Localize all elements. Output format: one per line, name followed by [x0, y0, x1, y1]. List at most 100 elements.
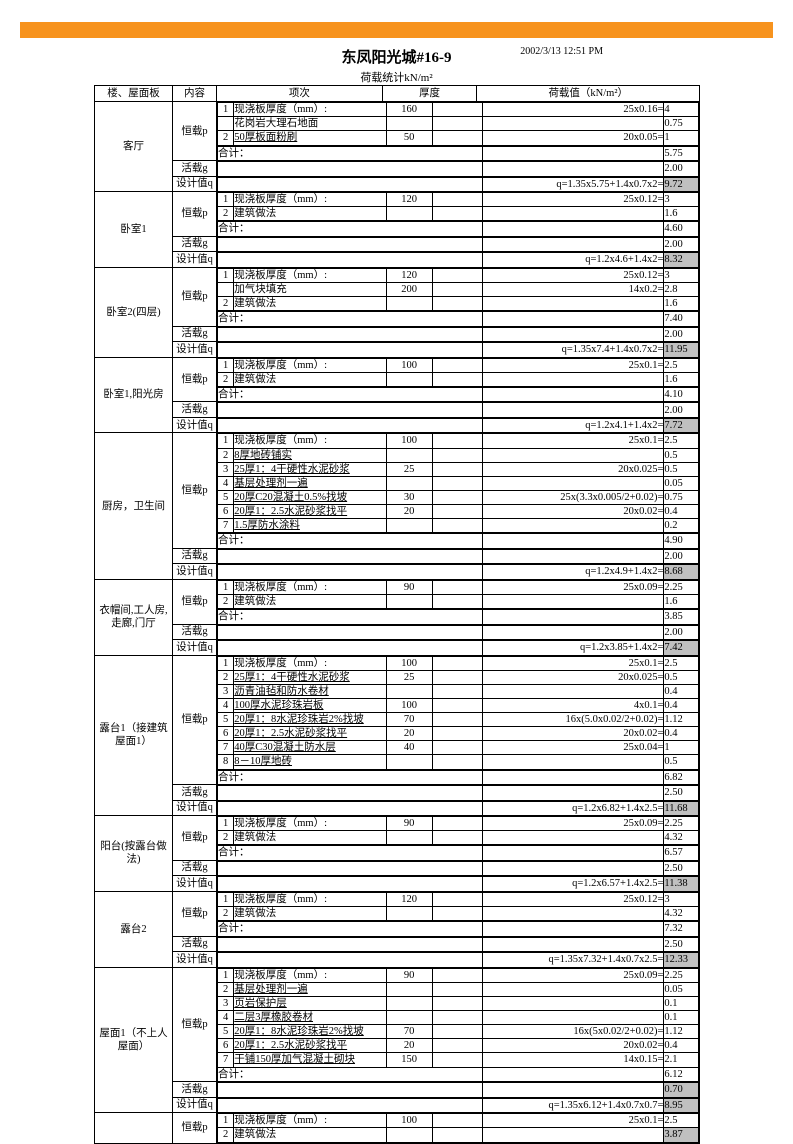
hdr-load: 荷载值（kN/m²）	[477, 86, 699, 101]
cat-heng: 恒载p	[173, 192, 217, 237]
cell	[432, 996, 483, 1010]
line-value: 8.32	[664, 253, 699, 267]
cell: 40厚C30混凝土防水层	[234, 741, 387, 755]
cell: 40	[386, 741, 432, 755]
cell: 1.12	[664, 1025, 699, 1039]
cell	[432, 268, 483, 282]
cat-she: 设计值q	[173, 876, 217, 892]
cell: 2.5	[664, 656, 699, 670]
cell: 现浇板厚度（mm）:	[234, 580, 387, 594]
cell: 现浇板厚度（mm）:	[234, 268, 387, 282]
line-value: 2.00	[664, 625, 699, 639]
cell	[432, 713, 483, 727]
cell: 现浇板厚度（mm）:	[234, 1114, 387, 1128]
cell: 2.25	[664, 817, 699, 831]
cell: 4	[664, 103, 699, 117]
room-cell: 客厅	[95, 102, 173, 192]
cell: 120	[386, 268, 432, 282]
cell: 2	[218, 831, 234, 845]
line-formula: q=1.2x3.85+1.4x2=	[483, 641, 664, 655]
cell	[386, 297, 432, 311]
cell: 25x0.16=	[483, 103, 664, 117]
cell: 50厚板面粉刷	[234, 131, 387, 145]
cat-heng: 恒载p	[173, 102, 217, 161]
cell	[483, 982, 664, 996]
cell: 7	[218, 519, 234, 533]
cell: 25x0.12=	[483, 193, 664, 207]
line-label	[218, 641, 483, 655]
room-cell: 卧室1,阳光房	[95, 357, 173, 433]
cell	[432, 131, 483, 145]
line-formula: q=1.35x7.4+1.4x0.7x2=	[483, 343, 664, 357]
cell	[483, 1128, 664, 1142]
line-label: 合计：	[218, 770, 483, 784]
cell: 建筑做法	[234, 372, 387, 386]
line-label	[218, 549, 483, 563]
line-value: 2.00	[664, 549, 699, 563]
cell: 0.1	[664, 1010, 699, 1024]
cell: 2.8	[664, 282, 699, 296]
cell: 1	[218, 434, 234, 448]
cell: 1	[218, 193, 234, 207]
cell	[386, 996, 432, 1010]
cell: 3	[664, 892, 699, 906]
cell: 3	[218, 996, 234, 1010]
line-formula: q=1.2x4.6+1.4x2=	[483, 253, 664, 267]
cat-huo: 活载g	[173, 548, 217, 564]
cell: 90	[386, 817, 432, 831]
line-value: 3.85	[664, 610, 699, 624]
top-bar	[20, 22, 773, 38]
line-label	[218, 801, 483, 815]
cat-huo: 活载g	[173, 326, 217, 342]
cell: 0.4	[664, 698, 699, 712]
cell	[483, 519, 664, 533]
cell	[432, 207, 483, 221]
cell: 100	[386, 698, 432, 712]
line-label: 合计：	[218, 312, 483, 326]
cell: 现浇板厚度（mm）:	[234, 434, 387, 448]
line-label	[218, 861, 483, 875]
line-value: 11.38	[664, 877, 699, 891]
cat-heng: 恒载p	[173, 967, 217, 1082]
cell: 4	[218, 1010, 234, 1024]
cell	[483, 448, 664, 462]
cell: 90	[386, 580, 432, 594]
cell	[432, 727, 483, 741]
cat-heng: 恒载p	[173, 655, 217, 785]
cell: 7	[218, 1053, 234, 1067]
cell: 2.5	[664, 358, 699, 372]
cat-she: 设计值q	[173, 417, 217, 433]
line-value: 9.72	[664, 177, 699, 191]
cell: 1	[218, 892, 234, 906]
room-cell: 厨房，卫生间	[95, 433, 173, 579]
cell	[432, 1114, 483, 1128]
subheader: 荷载统计kN/m²	[94, 69, 699, 85]
cell	[432, 656, 483, 670]
cell	[386, 982, 432, 996]
line-formula	[483, 610, 664, 624]
line-value: 4.10	[664, 387, 699, 401]
cell	[432, 892, 483, 906]
line-formula	[483, 937, 664, 951]
cell: 20厚1：8水泥珍珠岩2%找坡	[234, 1025, 387, 1039]
cell: 0.1	[664, 996, 699, 1010]
cell: 2.1	[664, 1053, 699, 1067]
cell	[386, 906, 432, 920]
line-formula	[483, 222, 664, 236]
cat-heng: 恒载p	[173, 1113, 217, 1143]
cell: 25	[386, 670, 432, 684]
cell	[432, 594, 483, 608]
cell	[432, 684, 483, 698]
line-value: 4.90	[664, 534, 699, 548]
cell	[432, 755, 483, 769]
cell: 1	[218, 580, 234, 594]
line-label	[218, 937, 483, 951]
cell	[386, 1010, 432, 1024]
cell: 3.87	[664, 1128, 699, 1142]
cell: 160	[386, 103, 432, 117]
cell	[432, 282, 483, 296]
line-formula	[483, 403, 664, 417]
line-label: 合计：	[218, 1067, 483, 1081]
cell: 25x(3.3x0.005/2+0.02)=	[483, 490, 664, 504]
cat-heng: 恒载p	[173, 267, 217, 326]
